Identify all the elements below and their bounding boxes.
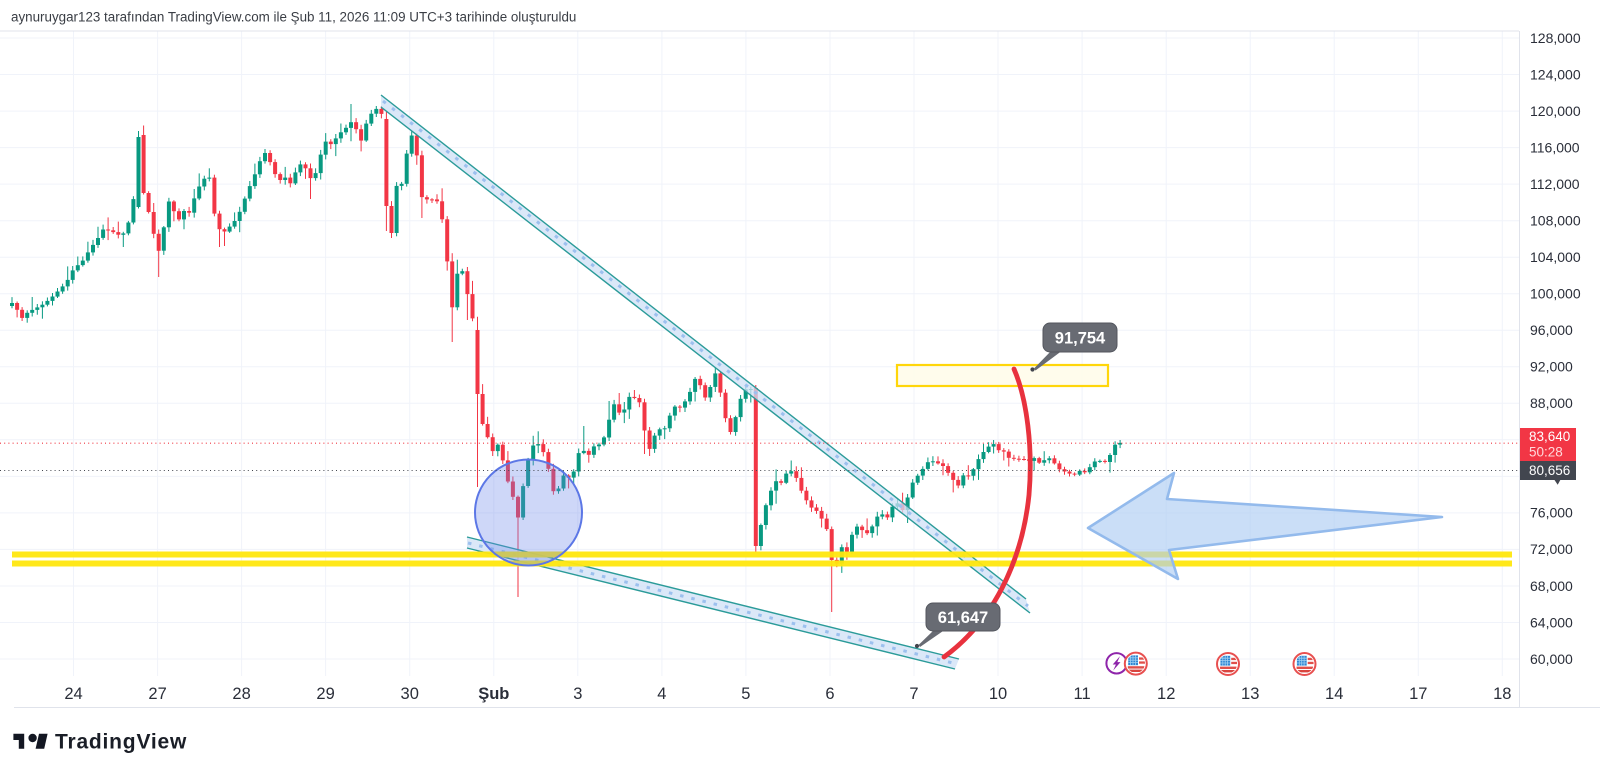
- svg-text:61,647: 61,647: [938, 609, 988, 627]
- svg-text:50:28: 50:28: [1529, 445, 1563, 460]
- svg-text:29: 29: [316, 685, 334, 703]
- svg-text:64,000: 64,000: [1530, 614, 1573, 630]
- svg-text:30: 30: [401, 685, 419, 703]
- svg-text:112,000: 112,000: [1530, 176, 1580, 192]
- svg-text:11: 11: [1074, 685, 1091, 703]
- svg-text:88,000: 88,000: [1530, 395, 1573, 411]
- svg-text:96,000: 96,000: [1530, 322, 1573, 338]
- svg-text:72,000: 72,000: [1530, 541, 1573, 557]
- svg-text:18: 18: [1493, 685, 1511, 703]
- svg-text:aynuruygar123 tarafından Tradi: aynuruygar123 tarafından TradingView.com…: [11, 9, 576, 24]
- svg-text:Şub: Şub: [478, 685, 509, 703]
- svg-text:100,000: 100,000: [1530, 286, 1581, 302]
- svg-text:124,000: 124,000: [1530, 66, 1581, 82]
- svg-text:7: 7: [909, 685, 918, 703]
- svg-text:60,000: 60,000: [1530, 651, 1573, 667]
- svg-text:120,000: 120,000: [1530, 103, 1581, 119]
- svg-text:17: 17: [1409, 685, 1427, 703]
- svg-text:13: 13: [1241, 685, 1259, 703]
- svg-text:12: 12: [1157, 685, 1175, 703]
- svg-text:10: 10: [989, 685, 1007, 703]
- svg-text:108,000: 108,000: [1530, 213, 1581, 229]
- svg-text:28: 28: [232, 685, 250, 703]
- svg-text:6: 6: [825, 685, 834, 703]
- svg-text:24: 24: [64, 685, 82, 703]
- svg-text:104,000: 104,000: [1530, 249, 1581, 265]
- svg-text:14: 14: [1325, 685, 1343, 703]
- svg-text:68,000: 68,000: [1530, 578, 1573, 594]
- svg-text:128,000: 128,000: [1530, 30, 1581, 46]
- svg-text:5: 5: [741, 685, 750, 703]
- svg-text:91,754: 91,754: [1055, 330, 1106, 348]
- svg-text:80,656: 80,656: [1529, 463, 1570, 478]
- svg-text:116,000: 116,000: [1530, 139, 1580, 155]
- svg-text:TradingView: TradingView: [55, 731, 187, 754]
- svg-text:76,000: 76,000: [1530, 505, 1573, 521]
- svg-text:83,640: 83,640: [1529, 429, 1570, 444]
- svg-text:4: 4: [657, 685, 666, 703]
- svg-text:27: 27: [148, 685, 166, 703]
- svg-text:3: 3: [573, 685, 582, 703]
- svg-text:92,000: 92,000: [1530, 359, 1573, 375]
